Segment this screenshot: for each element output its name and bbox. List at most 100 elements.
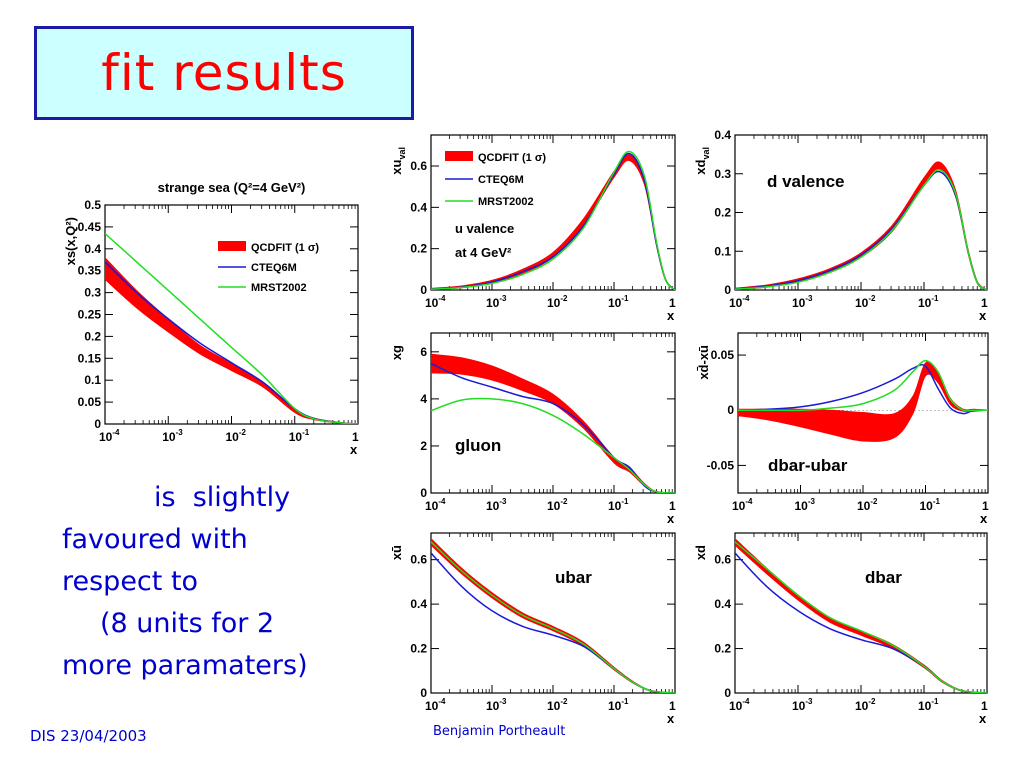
x-axis-title: x — [979, 711, 987, 726]
x-tick-label: 10-2 — [547, 497, 568, 513]
plot-frame — [430, 532, 676, 694]
mrst2002-curve — [431, 541, 675, 693]
legend: QCDFIT (1 σ) CTEQ6M MRST2002 — [445, 151, 546, 208]
x-tick-label: 10-3 — [486, 294, 507, 310]
legend-label: CTEQ6M — [251, 262, 297, 274]
x-tick-label: 10-4 — [729, 697, 750, 713]
x-tick-label: 10-2 — [855, 697, 876, 713]
y-tick-label: 0 — [420, 686, 427, 700]
x-tick-label: 1 — [981, 296, 988, 310]
x-tick-label: 10-3 — [792, 697, 813, 713]
y-tick-label: 0.4 — [84, 242, 101, 256]
ubar-chart: 10-4 10-3 10-2 10-1 1x 0 0.2 0.4 0.6 xū ubar — [389, 532, 676, 726]
x-tick-label: 10-1 — [289, 428, 310, 444]
y-tick-label: 0.2 — [84, 329, 101, 343]
x-axis-title: x — [667, 711, 675, 726]
y-tick-label: 0 — [727, 403, 734, 417]
plot-area — [105, 232, 358, 424]
plot-area — [431, 150, 675, 290]
plot-frame — [104, 204, 359, 425]
y-tick-label: 0 — [420, 486, 427, 500]
mrst2002-curve — [735, 169, 987, 290]
y-tick-label: 0.3 — [84, 286, 101, 300]
x-axis: 10-4 10-3 10-2 10-1 1 — [729, 135, 988, 310]
y-tick-label: 0 — [724, 283, 731, 297]
x-axis-title: x — [667, 511, 675, 526]
y-tick-label: 6 — [420, 345, 427, 359]
x-axis: 10-4 10-3 10-2 10-1 1 — [425, 533, 676, 713]
x-tick-label: 10-4 — [425, 697, 446, 713]
x-axis-title: x — [979, 308, 987, 323]
y-tick-label: 0 — [94, 417, 101, 431]
y-tick-label: 0.1 — [714, 244, 731, 258]
x-tick-label: 10-3 — [162, 428, 183, 444]
mrst2002-curve — [431, 397, 675, 493]
x-axis: 10-4 10-3 10-2 10-1 1 — [425, 333, 676, 513]
body-line-2: favoured with — [62, 524, 248, 555]
x-axis-title: x — [980, 511, 988, 526]
legend-swatch-qcdfit — [218, 241, 246, 251]
y-tick-label: 0.35 — [78, 264, 102, 278]
x-tick-label: 10-4 — [425, 497, 446, 513]
x-tick-label: 10-2 — [547, 697, 568, 713]
y-axis-title: xdval — [695, 147, 711, 175]
body-line-3: respect to — [62, 566, 199, 597]
mrst2002-curve — [738, 359, 988, 412]
y-tick-label: 0.2 — [714, 206, 731, 220]
cteq6m-curve — [105, 261, 358, 424]
strange-sea-chart: 10-4 10-3 10-2 10-1 1x 0 0.05 0.1 0.15 0.2 0.25 0.3… — [63, 180, 359, 457]
plot-area — [431, 353, 675, 493]
qcdfit-band — [431, 538, 675, 693]
y-tick-label: 0 — [724, 686, 731, 700]
x-tick-label: 1 — [669, 699, 676, 713]
legend-label: MRST2002 — [478, 196, 534, 208]
y-tick-label: 0.15 — [78, 351, 102, 365]
y-axis-title: xū — [389, 545, 404, 560]
y-tick-label: 0.4 — [410, 597, 427, 611]
y-axis: 0 0.2 0.4 0.6 — [410, 553, 675, 700]
x-tick-label: 10-2 — [855, 294, 876, 310]
y-axis: 0 0.1 0.2 0.3 0.4 — [714, 128, 987, 297]
y-tick-label: 4 — [420, 392, 427, 406]
x-tick-label: 10-1 — [608, 697, 629, 713]
panel-label: d valence — [767, 172, 845, 191]
x-tick-label: 1 — [981, 699, 988, 713]
y-tick-label: 0.4 — [410, 200, 427, 214]
y-tick-label: 0.6 — [410, 553, 427, 567]
y-tick-label: 0 — [420, 283, 427, 297]
y-tick-label: 0.05 — [78, 395, 102, 409]
footer-date: DIS 23/04/2003 — [30, 727, 147, 745]
plot-area — [735, 538, 987, 693]
x-tick-label: 1 — [982, 499, 989, 513]
x-tick-label: 1 — [352, 430, 359, 444]
plot-frame — [734, 134, 988, 291]
y-tick-label: 0.2 — [410, 642, 427, 656]
x-tick-label: 10-3 — [486, 497, 507, 513]
x-tick-label: 10-1 — [918, 294, 939, 310]
panel-label: dbar — [865, 568, 902, 587]
x-axis: 10-4 10-3 10-2 10-1 1 — [99, 205, 359, 444]
panel-label: dbar-ubar — [768, 456, 848, 475]
plot-frame — [430, 332, 676, 494]
x-tick-label: 10-3 — [795, 497, 816, 513]
qcdfit-band — [105, 257, 358, 424]
panel-label: u valence — [455, 221, 514, 236]
y-tick-label: 0.5 — [84, 198, 101, 212]
x-tick-label: 10-4 — [732, 497, 753, 513]
y-axis: 0 0.2 0.4 0.6 — [410, 159, 675, 297]
x-tick-label: 10-3 — [792, 294, 813, 310]
y-tick-label: 0.2 — [410, 242, 427, 256]
panel-label: at 4 GeV² — [455, 245, 512, 260]
mrst2002-curve — [431, 150, 675, 290]
qcdfit-band — [738, 361, 988, 442]
plot-frame — [734, 532, 988, 694]
x-tick-label: 10-2 — [547, 294, 568, 310]
x-tick-label: 10-4 — [99, 428, 120, 444]
gluon-chart: 10-4 10-3 10-2 10-1 1x 0 2 4 6 xg gluon — [389, 332, 676, 526]
y-tick-label: 0.05 — [711, 348, 735, 362]
y-axis-title: xs(x,Q²) — [63, 217, 78, 265]
y-tick-label: 0.6 — [410, 159, 427, 173]
body-line-4: (8 units for 2 — [100, 608, 275, 639]
